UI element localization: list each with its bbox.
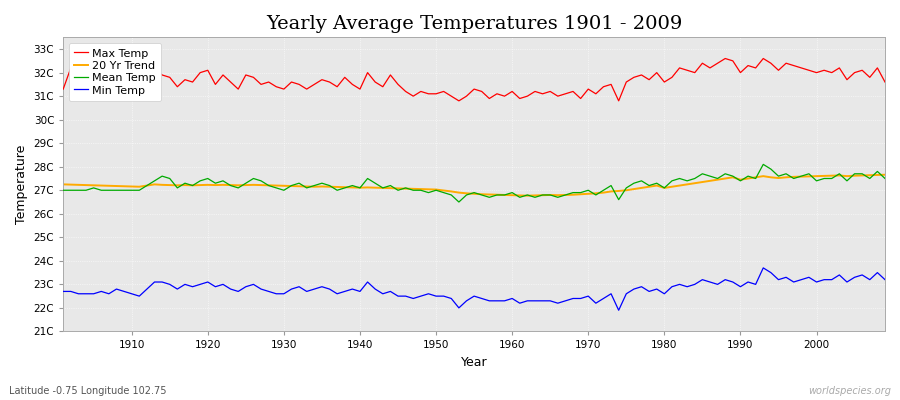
Mean Temp bbox=[879, 176, 890, 181]
Mean Temp bbox=[332, 188, 343, 193]
Min Temp bbox=[879, 277, 890, 282]
Min Temp bbox=[613, 308, 624, 313]
20 Yr Trend bbox=[606, 189, 616, 194]
Mean Temp bbox=[454, 200, 464, 204]
Mean Temp bbox=[286, 183, 297, 188]
Max Temp bbox=[119, 72, 130, 77]
Min Temp bbox=[758, 266, 769, 270]
Line: Max Temp: Max Temp bbox=[63, 58, 885, 101]
20 Yr Trend bbox=[522, 193, 533, 198]
Mean Temp bbox=[58, 188, 68, 193]
Mean Temp bbox=[515, 195, 526, 200]
Mean Temp bbox=[606, 183, 616, 188]
Min Temp bbox=[500, 298, 510, 303]
Max Temp bbox=[507, 89, 517, 94]
Legend: Max Temp, 20 Yr Trend, Mean Temp, Min Temp: Max Temp, 20 Yr Trend, Mean Temp, Min Te… bbox=[68, 43, 161, 101]
Mean Temp bbox=[119, 188, 130, 193]
Mean Temp bbox=[758, 162, 769, 167]
Mean Temp bbox=[507, 190, 517, 195]
Max Temp bbox=[454, 98, 464, 103]
Max Temp bbox=[879, 80, 890, 84]
Line: Min Temp: Min Temp bbox=[63, 268, 885, 310]
Max Temp bbox=[515, 96, 526, 101]
X-axis label: Year: Year bbox=[461, 356, 488, 369]
20 Yr Trend bbox=[286, 184, 297, 188]
20 Yr Trend bbox=[332, 184, 343, 189]
Y-axis label: Temperature: Temperature bbox=[15, 145, 28, 224]
Min Temp bbox=[119, 289, 130, 294]
Max Temp bbox=[286, 80, 297, 84]
Line: Mean Temp: Mean Temp bbox=[63, 164, 885, 202]
Text: worldspecies.org: worldspecies.org bbox=[808, 386, 891, 396]
Min Temp bbox=[58, 289, 68, 294]
Max Temp bbox=[58, 87, 68, 92]
Max Temp bbox=[606, 82, 616, 87]
Min Temp bbox=[332, 291, 343, 296]
20 Yr Trend bbox=[58, 182, 68, 187]
20 Yr Trend bbox=[119, 184, 130, 189]
20 Yr Trend bbox=[500, 192, 510, 197]
Text: Latitude -0.75 Longitude 102.75: Latitude -0.75 Longitude 102.75 bbox=[9, 386, 166, 396]
Min Temp bbox=[507, 296, 517, 301]
20 Yr Trend bbox=[507, 193, 517, 198]
20 Yr Trend bbox=[879, 172, 890, 177]
Min Temp bbox=[286, 287, 297, 292]
Min Temp bbox=[598, 296, 609, 301]
Max Temp bbox=[332, 84, 343, 89]
Max Temp bbox=[720, 56, 731, 61]
Line: 20 Yr Trend: 20 Yr Trend bbox=[63, 175, 885, 196]
Title: Yearly Average Temperatures 1901 - 2009: Yearly Average Temperatures 1901 - 2009 bbox=[266, 15, 682, 33]
